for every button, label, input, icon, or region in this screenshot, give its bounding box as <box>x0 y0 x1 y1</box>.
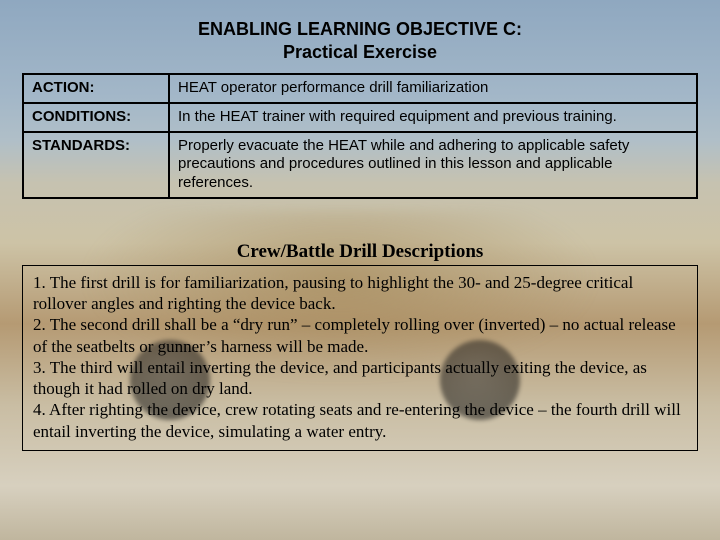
slide-heading: ENABLING LEARNING OBJECTIVE C: Practical… <box>22 18 698 63</box>
elo-action-text: HEAT operator performance drill familiar… <box>169 74 697 103</box>
drill-item-1: 1. The first drill is for familiarizatio… <box>33 272 687 315</box>
drill-item-2: 2. The second drill shall be a “dry run”… <box>33 314 687 357</box>
elo-table: ACTION: HEAT operator performance drill … <box>22 73 698 199</box>
drill-item-4: 4. After righting the device, crew rotat… <box>33 399 687 442</box>
drill-item-3: 3. The third will entail inverting the d… <box>33 357 687 400</box>
table-row: ACTION: HEAT operator performance drill … <box>23 74 697 103</box>
table-row: CONDITIONS: In the HEAT trainer with req… <box>23 103 697 132</box>
heading-line-2: Practical Exercise <box>283 42 437 62</box>
elo-standards-label: STANDARDS: <box>23 132 169 198</box>
heading-line-1: ENABLING LEARNING OBJECTIVE C: <box>198 19 522 39</box>
elo-action-label: ACTION: <box>23 74 169 103</box>
elo-standards-text: Properly evacuate the HEAT while and adh… <box>169 132 697 198</box>
drill-descriptions-box: 1. The first drill is for familiarizatio… <box>22 265 698 451</box>
elo-conditions-text: In the HEAT trainer with required equipm… <box>169 103 697 132</box>
drill-subheading: Crew/Battle Drill Descriptions <box>22 241 698 263</box>
elo-conditions-label: CONDITIONS: <box>23 103 169 132</box>
training-slide: ENABLING LEARNING OBJECTIVE C: Practical… <box>0 0 720 540</box>
table-row: STANDARDS: Properly evacuate the HEAT wh… <box>23 132 697 198</box>
